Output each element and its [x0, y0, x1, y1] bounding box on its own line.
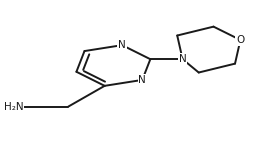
Text: N: N: [138, 75, 146, 85]
Text: N: N: [179, 54, 187, 64]
Text: N: N: [118, 40, 126, 50]
Text: O: O: [236, 35, 244, 45]
Text: H₂N: H₂N: [4, 102, 24, 112]
